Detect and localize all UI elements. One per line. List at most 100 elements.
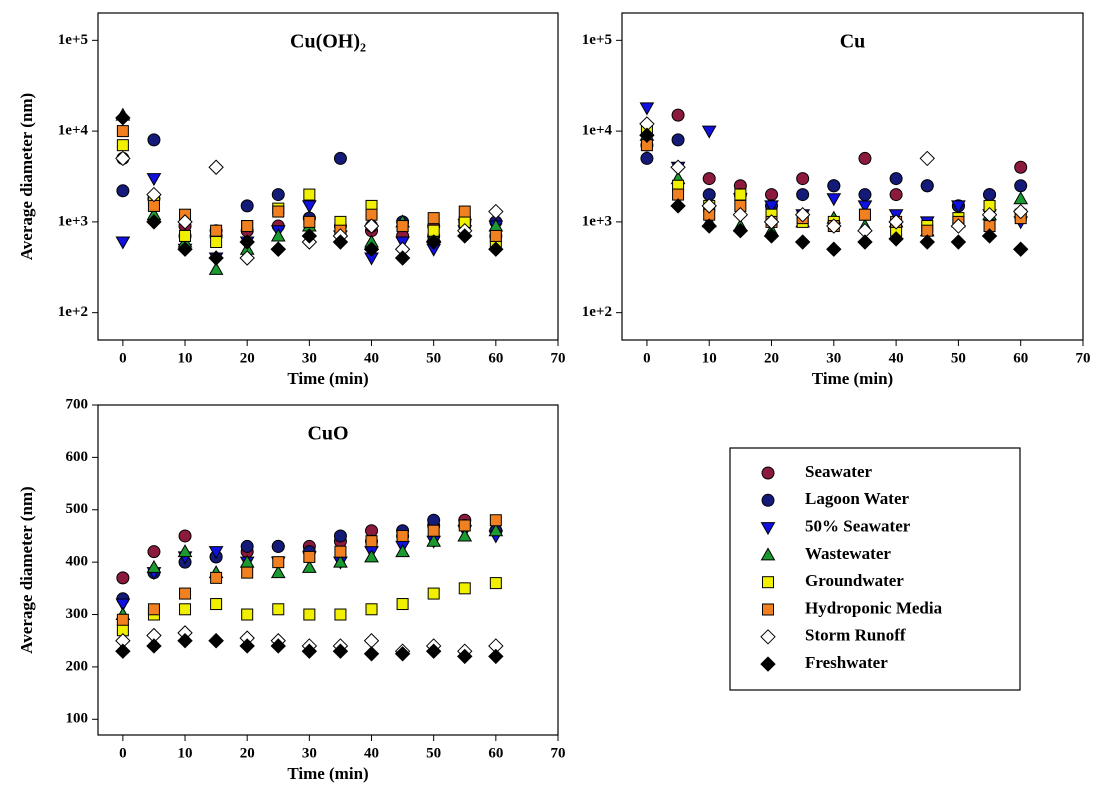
point bbox=[826, 218, 842, 234]
point bbox=[271, 188, 285, 202]
point bbox=[116, 571, 130, 585]
legend-marker bbox=[760, 547, 776, 561]
y-tick-label: 1e+3 bbox=[582, 213, 612, 229]
point bbox=[395, 544, 410, 558]
point bbox=[116, 613, 129, 626]
point bbox=[334, 545, 347, 558]
point bbox=[177, 214, 193, 230]
point bbox=[796, 188, 810, 202]
x-tick-label: 0 bbox=[643, 350, 651, 366]
point bbox=[301, 559, 317, 573]
point bbox=[488, 241, 504, 257]
point bbox=[301, 200, 317, 214]
y-tick-label: 1e+4 bbox=[58, 123, 89, 139]
point bbox=[363, 218, 380, 234]
x-tick-label: 0 bbox=[119, 350, 127, 366]
point bbox=[177, 544, 193, 558]
x-tick-label: 40 bbox=[889, 350, 904, 366]
legend-label: Seawater bbox=[805, 462, 872, 481]
point bbox=[241, 566, 254, 579]
point bbox=[981, 206, 998, 223]
point bbox=[458, 582, 471, 595]
point bbox=[919, 234, 935, 250]
point bbox=[146, 173, 162, 187]
point bbox=[177, 241, 193, 257]
chart-title: Cu bbox=[840, 31, 866, 53]
point bbox=[920, 179, 934, 193]
point bbox=[671, 133, 685, 147]
point bbox=[826, 193, 842, 207]
point bbox=[116, 125, 129, 138]
legend-label: Hydroponic Media bbox=[805, 598, 943, 617]
point bbox=[239, 250, 255, 266]
point bbox=[1013, 191, 1029, 205]
point bbox=[671, 108, 685, 122]
chart-title: CuO bbox=[307, 423, 348, 445]
legend-marker bbox=[760, 656, 776, 672]
point bbox=[115, 110, 131, 126]
point bbox=[457, 528, 473, 542]
legend-marker bbox=[760, 629, 776, 645]
y-tick-label: 100 bbox=[66, 711, 89, 727]
x-tick-label: 20 bbox=[764, 350, 779, 366]
point bbox=[396, 598, 409, 611]
point bbox=[1014, 160, 1028, 174]
point bbox=[1012, 241, 1029, 257]
point bbox=[396, 529, 409, 542]
plot-frame bbox=[621, 12, 1084, 341]
x-tick-label: 50 bbox=[426, 350, 441, 366]
point bbox=[427, 524, 440, 537]
point bbox=[208, 250, 224, 266]
point bbox=[488, 203, 504, 220]
point bbox=[888, 214, 904, 230]
point bbox=[489, 514, 502, 527]
y-tick-label: 300 bbox=[66, 606, 89, 622]
x-tick-label: 20 bbox=[240, 350, 255, 366]
y-tick-label: 1e+3 bbox=[58, 213, 88, 229]
y-tick-label: 1e+5 bbox=[58, 32, 88, 48]
x-axis-label: Time (min) bbox=[812, 369, 893, 388]
point bbox=[363, 646, 380, 662]
point bbox=[489, 229, 502, 242]
point bbox=[1012, 203, 1029, 220]
point bbox=[458, 519, 471, 532]
x-tick-label: 60 bbox=[1013, 350, 1028, 366]
point bbox=[303, 188, 316, 201]
point bbox=[394, 250, 411, 266]
point bbox=[333, 554, 348, 568]
point bbox=[394, 646, 411, 662]
point bbox=[363, 241, 380, 257]
point bbox=[702, 172, 716, 186]
point bbox=[763, 228, 780, 244]
plot-frame bbox=[97, 12, 559, 341]
point bbox=[427, 513, 441, 527]
point bbox=[765, 188, 779, 202]
point bbox=[115, 236, 131, 250]
point bbox=[425, 234, 442, 250]
point bbox=[301, 643, 318, 659]
point bbox=[489, 577, 502, 590]
point bbox=[240, 539, 254, 553]
y-axis-label: Average diameter (nm) bbox=[17, 93, 36, 260]
point bbox=[146, 214, 162, 230]
point bbox=[179, 229, 192, 242]
x-tick-label: 70 bbox=[1076, 350, 1091, 366]
point bbox=[208, 261, 224, 275]
chart-title: Cu(OH)₂ bbox=[290, 31, 366, 53]
point bbox=[333, 151, 347, 165]
point bbox=[334, 608, 347, 621]
point bbox=[425, 643, 442, 659]
x-tick-label: 50 bbox=[426, 745, 441, 761]
point bbox=[303, 608, 316, 621]
legend-marker bbox=[762, 603, 774, 616]
x-tick-label: 10 bbox=[178, 350, 193, 366]
y-axis-label: Average diameter (nm) bbox=[17, 486, 36, 653]
point bbox=[301, 228, 318, 244]
point bbox=[116, 184, 130, 198]
legend-marker bbox=[760, 522, 776, 536]
x-tick-label: 40 bbox=[364, 350, 379, 366]
y-tick-label: 600 bbox=[66, 449, 89, 465]
point bbox=[270, 241, 286, 257]
point bbox=[208, 633, 224, 649]
